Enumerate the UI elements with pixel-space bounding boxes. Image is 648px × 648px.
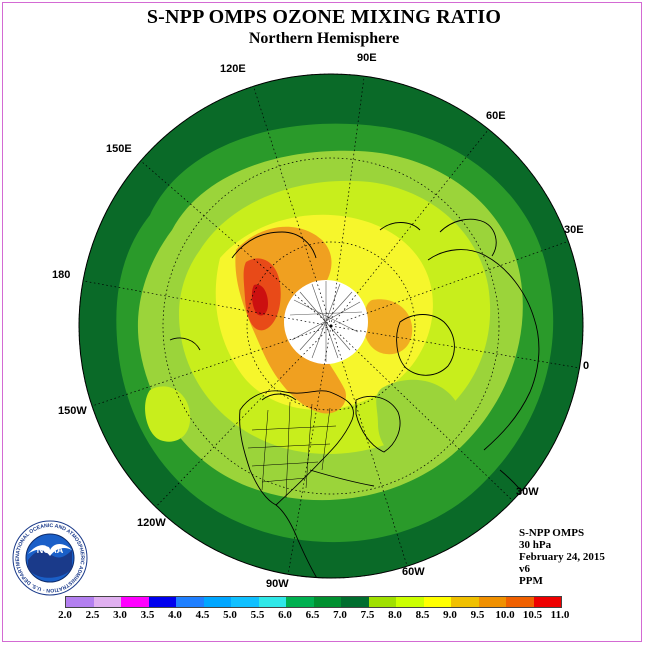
noaa-logo: NATIONAL OCEANIC AND ATMOSPHERIC ADMINIS… — [12, 520, 88, 596]
colorbar-tick-label: 7.5 — [360, 609, 375, 621]
colorbar-tick-label: 10.0 — [495, 609, 515, 621]
colorbar-swatch — [451, 597, 479, 607]
colorbar-tick-label: 4.5 — [195, 609, 210, 621]
colorbar-tick-label: 9.5 — [470, 609, 485, 621]
map-disc-outline — [78, 73, 584, 579]
lon-label-0: 0 — [583, 360, 590, 372]
colorbar-ticks: 2.0 2.5 3.0 3.5 4.0 4.5 5.0 5.5 6.0 6.5 7.0 7.5 8.0 8… — [0, 609, 648, 623]
colorbar-swatch — [368, 597, 396, 607]
colorbar-tick-label: 9.0 — [443, 609, 457, 621]
field-red-core — [251, 284, 268, 316]
lon-label-90w: 90W — [266, 578, 289, 590]
colorbar-tick-label: 2.0 — [58, 609, 72, 621]
latitude-circle-70 — [246, 241, 416, 411]
meridian-lines — [79, 74, 581, 576]
pressure-level-label: 30 hPa — [519, 539, 552, 551]
colorbar-tick-label: 6.0 — [278, 609, 292, 621]
lon-label-60e: 60E — [486, 110, 506, 122]
colorbar-tick-label: 6.5 — [305, 609, 320, 621]
colorbar-swatch — [203, 597, 231, 607]
colorbar-tick-label: 8.5 — [415, 609, 430, 621]
colorbar-swatch — [258, 597, 286, 607]
colorbar-tick-label: 2.5 — [85, 609, 100, 621]
colorbar-tick-label: 3.0 — [113, 609, 127, 621]
colorbar-swatch — [506, 597, 534, 607]
field-light-green-atlantic — [376, 379, 462, 463]
colorbar — [65, 596, 562, 608]
units-label: PPM — [519, 575, 543, 587]
version-label: v6 — [519, 563, 530, 575]
us-state-borders — [247, 401, 337, 499]
lon-label-30e: 30E — [564, 224, 584, 236]
colorbar-tick-label: 4.0 — [168, 609, 182, 621]
colorbar-swatch — [286, 597, 314, 607]
logo-noaa-text: NOAA — [37, 545, 64, 555]
colorbar-tick-label: 3.5 — [140, 609, 155, 621]
lon-label-180: 180 — [52, 269, 71, 281]
colorbar-swatch — [121, 597, 149, 607]
instrument-label: S-NPP OMPS — [519, 527, 585, 539]
product-info: S-NPP OMPS 30 hPa February 24, 2015 v6 P… — [519, 527, 605, 587]
lon-label-60w: 60W — [402, 566, 425, 578]
figure-subtitle: Northern Hemisphere — [248, 30, 400, 47]
figure-border — [2, 2, 642, 642]
colorbar-swatch — [396, 597, 424, 607]
ozone-field — [79, 74, 583, 578]
colorbar-tick-label: 8.0 — [388, 609, 402, 621]
field-orange-east — [363, 299, 413, 355]
colorbar-tick-label: 7.0 — [333, 609, 347, 621]
colorbar-swatch — [313, 597, 341, 607]
colorbar-tick-label: 10.5 — [522, 609, 543, 621]
colorbar-swatch — [148, 597, 176, 607]
lon-label-120e: 120E — [220, 63, 246, 75]
lon-label-30w: 30W — [516, 486, 539, 498]
field-lime-pacific — [145, 386, 191, 442]
latitude-circle-50 — [162, 157, 500, 495]
colorbar-swatch — [533, 597, 561, 607]
lon-label-90e: 90E — [357, 52, 377, 64]
colorbar-tick-label: 11.0 — [550, 609, 570, 621]
colorbar-swatch — [93, 597, 121, 607]
lon-label-150e: 150E — [106, 143, 132, 155]
colorbar-tick-label: 5.0 — [223, 609, 237, 621]
colorbar-swatch — [231, 597, 259, 607]
figure-title: S-NPP OMPS OZONE MIXING RATIO — [146, 6, 502, 28]
colorbar-swatch — [66, 597, 94, 607]
colorbar-swatch — [176, 597, 204, 607]
colorbar-tick-label: 5.5 — [250, 609, 265, 621]
colorbar-swatch — [341, 597, 369, 607]
lon-label-120w: 120W — [137, 517, 166, 529]
colorbar-swatch — [423, 597, 451, 607]
lon-label-150w: 150W — [58, 405, 87, 417]
date-label: February 24, 2015 — [519, 551, 605, 563]
colorbar-swatch — [478, 597, 506, 607]
polar-cap-lines — [289, 281, 363, 362]
